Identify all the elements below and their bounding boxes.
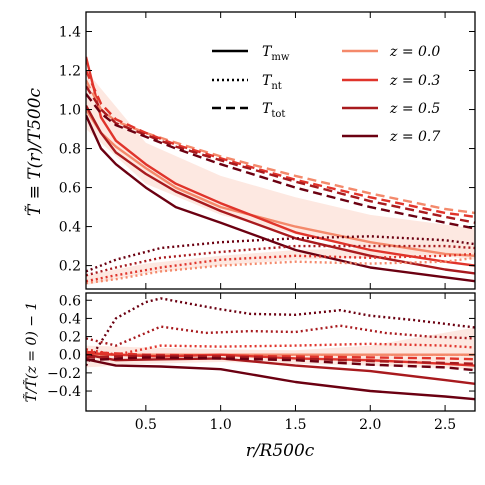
top-y-tick-label-3: 0.8	[59, 142, 81, 158]
bottom-y-tick-label-1: −0.2	[47, 366, 81, 382]
bottom-series-line-8	[86, 297, 475, 367]
legend-z00-label: z = 0.0	[389, 44, 440, 60]
top-series-line-1	[86, 56, 475, 267]
top-plot-area	[86, 56, 475, 286]
top-frame	[85, 11, 476, 290]
bottom-series-line-5	[86, 358, 475, 401]
bottom-frame	[85, 292, 476, 412]
legend-mw-label: Tmw	[262, 44, 290, 63]
top-y-tick-label-0: 0.2	[59, 259, 81, 275]
bottom-y-tick-label-0: −0.4	[47, 384, 81, 400]
top-series-line-0	[86, 108, 475, 257]
bottom-y-axis-title: T̃/T̃(z = 0) − 1	[22, 302, 40, 403]
bottom-series-line-4	[86, 353, 475, 385]
top-series-line-10	[86, 85, 475, 224]
legend-z05-label: z = 0.5	[389, 101, 440, 117]
top-y-axis-title: T̃ ≡ T(r)/T500c	[25, 87, 45, 216]
bottom-axis-ticks: −0.4 −0.2 0.0 0.2 0.4 0.6 0.5 1.0 1.5 2.0 2.5	[47, 293, 475, 433]
bottom-y-tick-label-5: 0.6	[59, 293, 81, 309]
top-panel: 0.2 0.4 0.6 0.8 1.0 1.2 1.4 Tmw Tnt Ttot z = 0…	[25, 11, 476, 290]
x-tick-label-3: 2.0	[359, 417, 381, 433]
bottom-series-line-10	[86, 354, 475, 365]
bottom-series-line-7	[86, 324, 475, 347]
top-y-tick-label-2: 0.6	[59, 181, 81, 197]
bottom-y-tick-label-3: 0.2	[59, 330, 81, 346]
legend: Tmw Tnt Ttot z = 0.0 z = 0.3 z = 0.5 z =…	[212, 44, 440, 145]
bottom-y-tick-label-2: 0.0	[59, 348, 81, 364]
bottom-y-tick-label-4: 0.4	[59, 311, 81, 327]
top-series-line-9	[86, 70, 475, 218]
x-tick-label-0: 0.5	[135, 417, 157, 433]
legend-z07-label: z = 0.7	[389, 129, 440, 145]
bottom-panel: −0.4 −0.2 0.0 0.2 0.4 0.6 0.5 1.0 1.5 2.0 2.5 T̃/T…	[22, 292, 476, 461]
top-series-line-8	[86, 79, 475, 215]
top-scatter-band-1	[86, 246, 475, 286]
bottom-plot-area	[86, 297, 475, 401]
x-axis-title: r/R500c	[246, 441, 315, 461]
x-tick-label-2: 1.5	[284, 417, 306, 433]
top-y-tick-label-4: 1.0	[59, 103, 81, 119]
top-y-tick-label-1: 0.4	[59, 220, 81, 236]
bottom-series-line-11	[86, 356, 475, 372]
top-scatter-band-0	[86, 70, 475, 260]
legend-nt-label: Tnt	[262, 73, 282, 92]
legend-tot-label: Ttot	[262, 101, 285, 120]
top-series-line-7	[86, 235, 475, 273]
x-tick-label-1: 1.0	[210, 417, 232, 433]
top-y-tick-label-6: 1.4	[59, 25, 81, 41]
x-tick-label-4: 2.5	[434, 417, 456, 433]
top-series-line-3	[86, 114, 475, 283]
top-axis-ticks: 0.2 0.4 0.6 0.8 1.0 1.2 1.4	[59, 12, 475, 289]
top-y-tick-label-5: 1.2	[59, 64, 81, 80]
top-series-line-11	[86, 93, 475, 230]
top-series-line-2	[86, 105, 475, 275]
legend-z03-label: z = 0.3	[389, 73, 440, 89]
